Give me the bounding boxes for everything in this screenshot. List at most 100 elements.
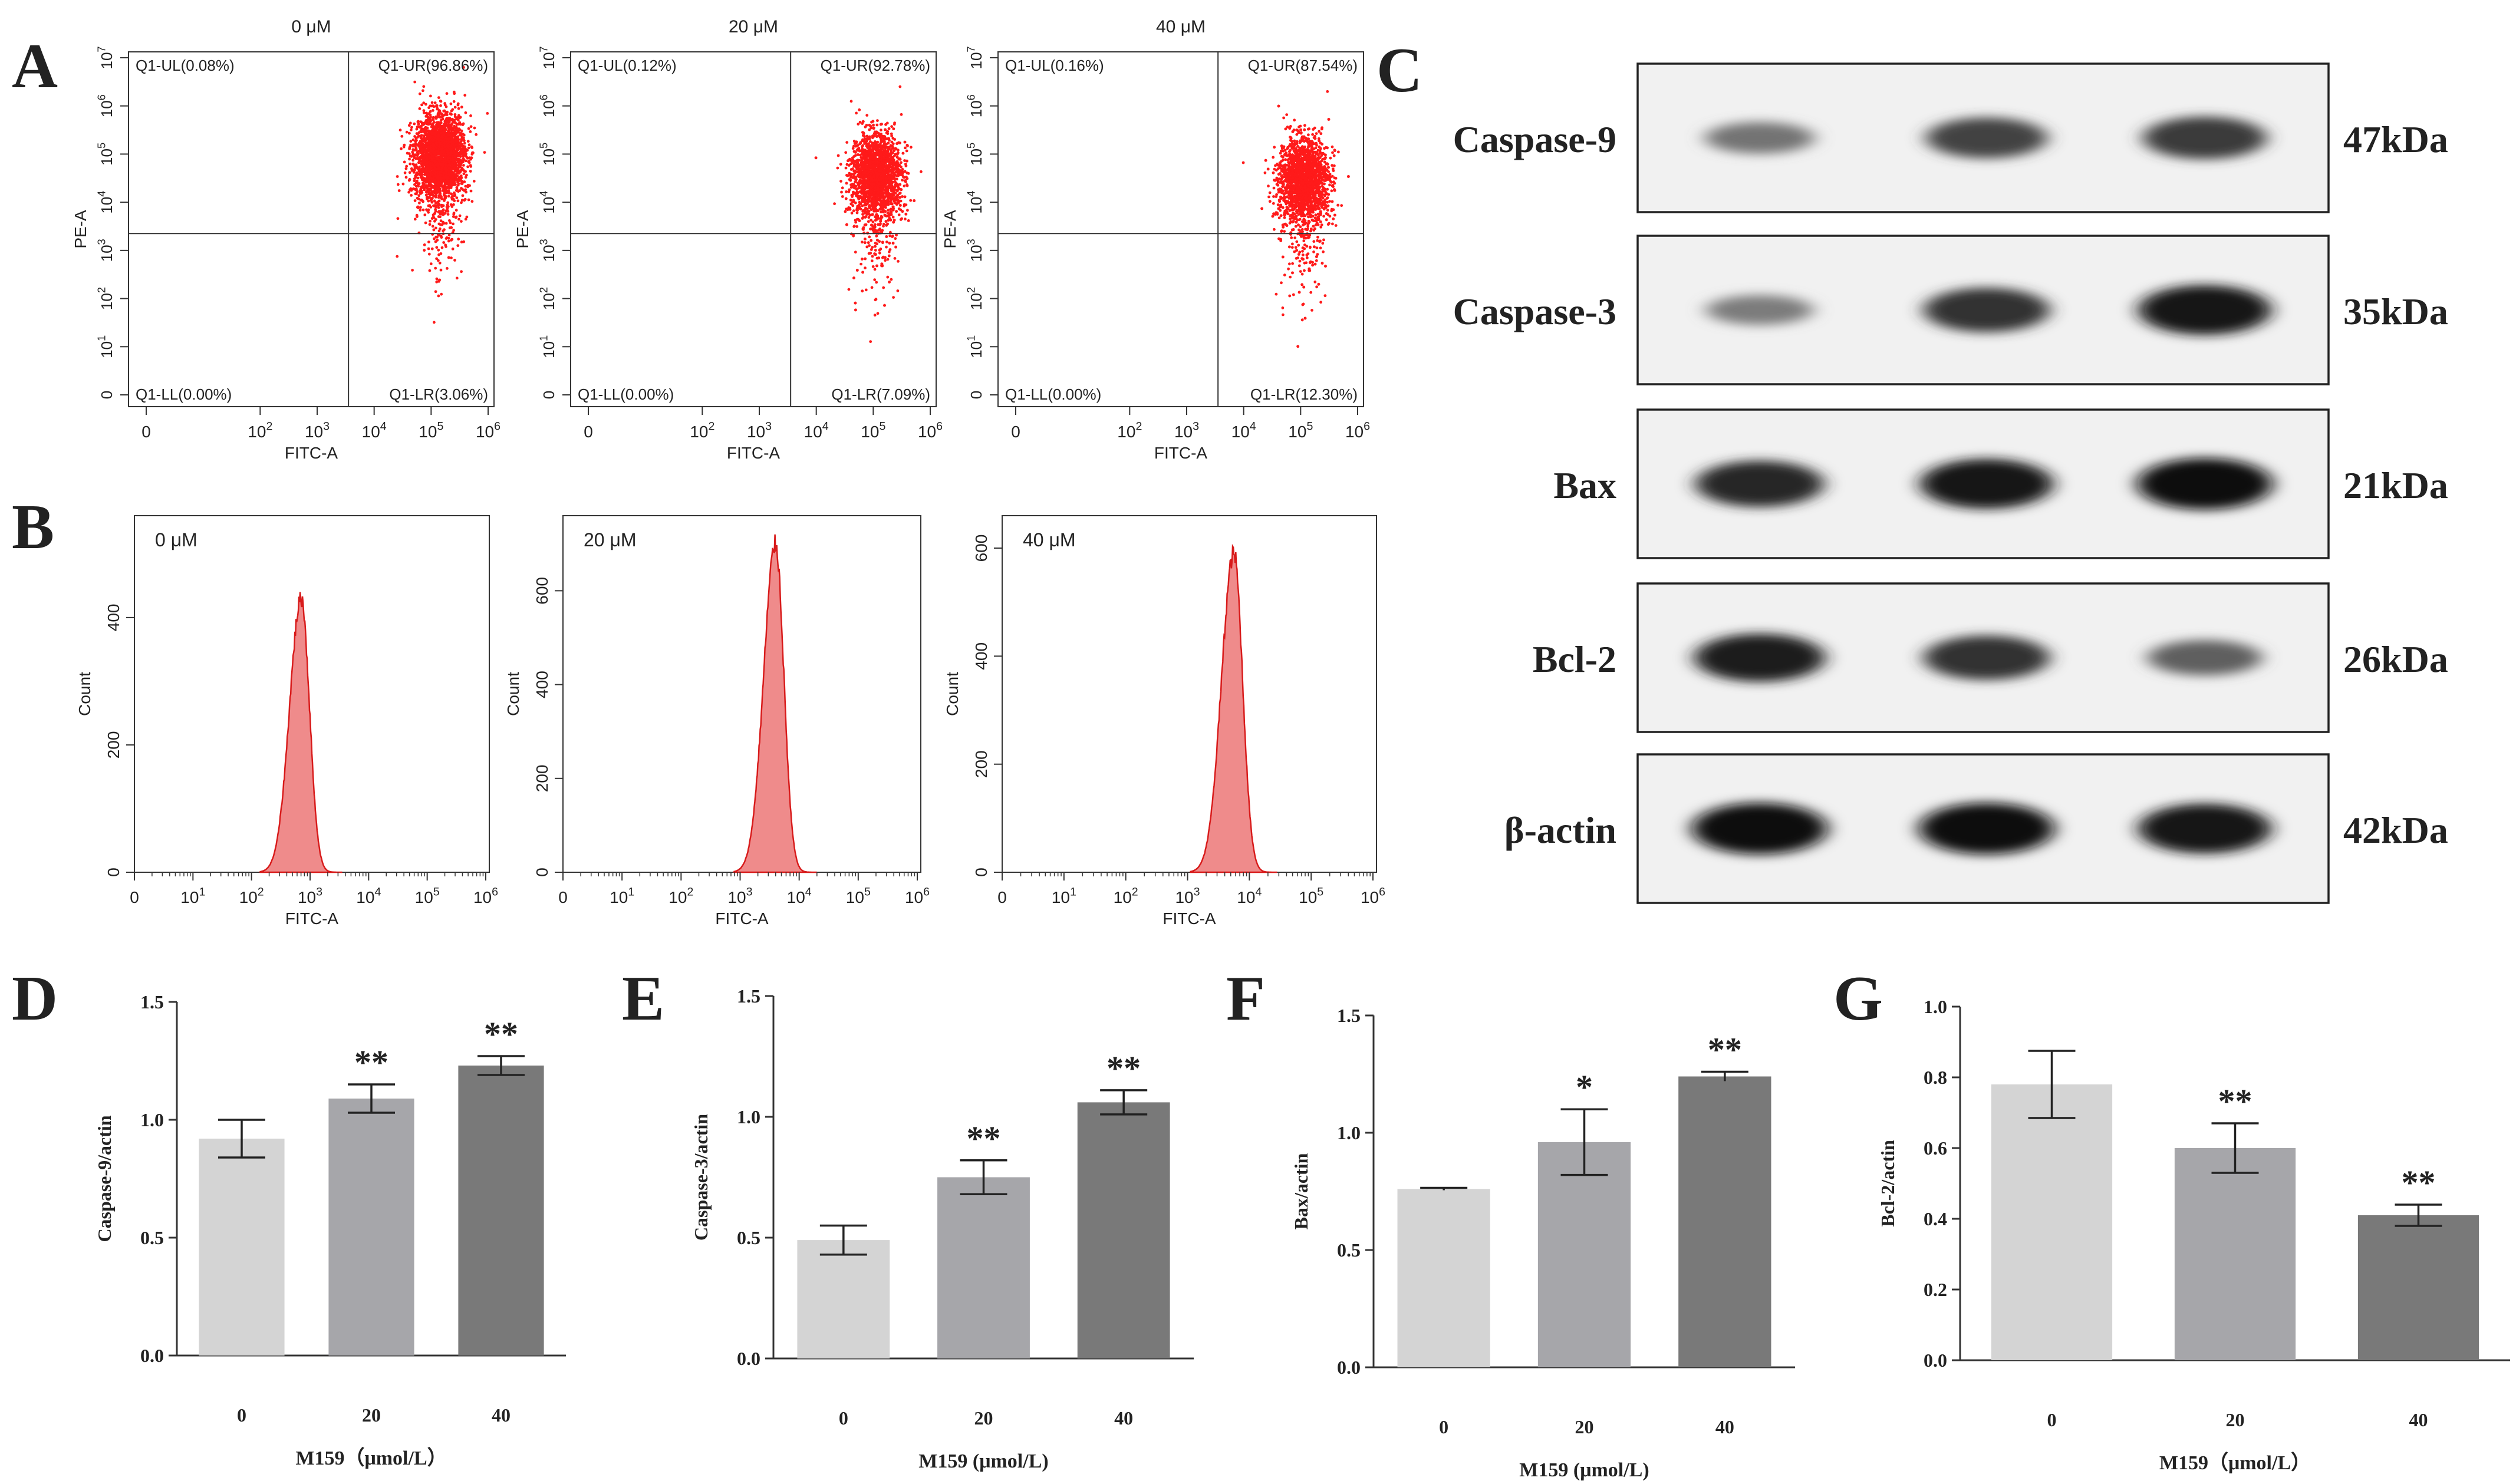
- scatter-point: [469, 157, 472, 161]
- scatter-point: [432, 127, 435, 130]
- scatter-point: [885, 245, 888, 249]
- scatter-point: [422, 101, 426, 105]
- scatter-point: [864, 266, 867, 270]
- scatter-point: [453, 105, 457, 109]
- scatter-point: [442, 172, 446, 174]
- scatter-point: [852, 209, 855, 213]
- scatter-point: [428, 269, 432, 272]
- scatter-point: [404, 176, 408, 179]
- scatter-point: [847, 164, 851, 167]
- scatter-point: [439, 194, 442, 197]
- scatter-point: [437, 137, 441, 141]
- scatter-point: [449, 112, 452, 116]
- scatter-point: [440, 170, 443, 174]
- scatter-point: [438, 278, 442, 282]
- scatter-point: [439, 268, 443, 272]
- scatter-point: [452, 143, 455, 146]
- scatter-point: [443, 103, 447, 107]
- scatter-point: [473, 126, 476, 130]
- scatter-point: [867, 220, 870, 223]
- scatter-point: [452, 212, 456, 215]
- scatter-point: [431, 131, 434, 134]
- scatter-point: [859, 262, 862, 266]
- scatter-point: [896, 174, 900, 177]
- scatter-point: [421, 151, 424, 154]
- scatter-point: [887, 209, 890, 212]
- scatter-point: [836, 166, 839, 170]
- scatter-point: [486, 112, 489, 115]
- scatter-point: [415, 173, 419, 177]
- scatter-point: [463, 146, 466, 150]
- scatter-point: [418, 92, 421, 95]
- scatter-point: [855, 111, 858, 115]
- scatter-point: [433, 166, 437, 170]
- scatter-point: [864, 288, 868, 292]
- scatter-point: [862, 134, 865, 137]
- scatter-point: [419, 189, 422, 192]
- scatter-point: [885, 143, 888, 146]
- scatter-point: [455, 146, 458, 150]
- scatter-point: [904, 146, 907, 150]
- scatter-point: [437, 204, 440, 207]
- scatter-point: [464, 111, 467, 114]
- scatter-point: [434, 290, 437, 293]
- scatter-point: [446, 159, 449, 162]
- scatter-point: [463, 151, 466, 155]
- scatter-point: [423, 213, 427, 217]
- scatter-point: [469, 130, 472, 133]
- scatter-point: [434, 141, 438, 144]
- scatter-point: [410, 189, 413, 192]
- scatter-point: [437, 133, 440, 136]
- scatter-point: [455, 186, 459, 189]
- scatter-point: [427, 190, 430, 193]
- scatter-point: [421, 144, 424, 148]
- scatter-point: [447, 137, 450, 141]
- x-tick-label: 103: [305, 420, 330, 441]
- scatter-point: [457, 158, 460, 161]
- scatter-point: [875, 213, 878, 216]
- scatter-point: [416, 176, 420, 180]
- scatter-point: [437, 199, 441, 203]
- scatter-point: [472, 180, 476, 183]
- scatter-point: [425, 114, 429, 118]
- scatter-point: [416, 181, 419, 184]
- scatter-point: [408, 147, 411, 150]
- scatter-point: [430, 150, 434, 153]
- scatter-point: [452, 90, 456, 94]
- scatter-point: [420, 139, 423, 143]
- scatter-point: [449, 144, 452, 148]
- scatter-point: [446, 201, 450, 205]
- scatter-point: [460, 199, 464, 202]
- tick-base: 10: [248, 423, 266, 441]
- scatter-point: [861, 120, 865, 123]
- scatter-point: [429, 115, 432, 118]
- scatter-point: [890, 278, 893, 281]
- scatter-point: [433, 101, 437, 104]
- scatter-point: [429, 172, 433, 176]
- scatter-point: [428, 196, 431, 199]
- scatter-point: [445, 140, 448, 143]
- scatter-point: [467, 160, 470, 163]
- scatter-point: [451, 156, 454, 159]
- scatter-point: [899, 218, 903, 221]
- scatter-point: [455, 169, 458, 173]
- scatter-point: [459, 116, 462, 119]
- scatter-point: [452, 160, 456, 164]
- scatter-point: [450, 122, 453, 126]
- scatter-point: [406, 151, 409, 155]
- scatter-point: [903, 205, 906, 207]
- scatter-point: [875, 264, 878, 268]
- scatter-point: [453, 115, 457, 118]
- scatter-point: [443, 183, 447, 187]
- scatter-point: [443, 177, 446, 180]
- scatter-point: [469, 170, 472, 173]
- scatter-point: [432, 121, 436, 124]
- scatter-point: [417, 197, 420, 200]
- scatter-point: [421, 182, 424, 184]
- scatter-point: [869, 252, 872, 255]
- scatter-point: [867, 149, 870, 152]
- scatter-point: [403, 160, 406, 164]
- scatter-point: [427, 199, 430, 203]
- tick-exponent: 2: [95, 287, 107, 293]
- scatter-point: [436, 116, 439, 118]
